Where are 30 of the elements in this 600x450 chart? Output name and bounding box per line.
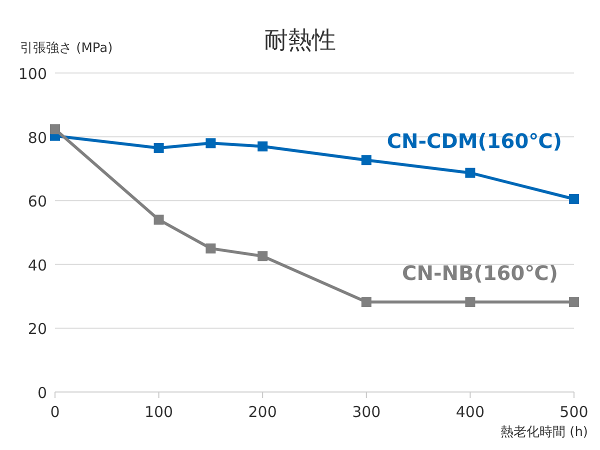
point [206, 138, 216, 148]
point [258, 141, 268, 152]
y-tick-label: 0 [37, 384, 47, 402]
point [206, 243, 216, 254]
x-tick-label: 200 [248, 403, 277, 421]
point [465, 297, 476, 308]
point [569, 297, 579, 308]
point [569, 194, 579, 204]
y-tick-label: 80 [28, 128, 47, 147]
y-tick-label: 100 [18, 65, 47, 83]
y-tick-label: 60 [28, 192, 47, 211]
x-axis-title: 熱老化時間 (h) [500, 425, 588, 440]
series-label: CN-CDM(160℃) [386, 129, 562, 154]
x-tick-label: 500 [560, 403, 588, 421]
y-tick-label: 20 [28, 320, 47, 338]
x-tick-label: 0 [50, 403, 60, 421]
x-tick-label: 300 [352, 403, 381, 421]
x-tick-label: 100 [144, 403, 174, 421]
point [154, 142, 164, 153]
y-tick-label: 40 [28, 256, 47, 274]
point [50, 124, 60, 134]
y-axis-title: 引張強さ (MPa) [20, 41, 113, 56]
point [361, 297, 372, 308]
point [361, 155, 372, 166]
chart-title: 耐熱性 [264, 26, 336, 54]
series-label: CN-NB(160℃) [402, 261, 558, 286]
x-tick-label: 400 [456, 403, 485, 421]
point [154, 214, 164, 225]
point [258, 251, 268, 262]
point [465, 168, 476, 178]
